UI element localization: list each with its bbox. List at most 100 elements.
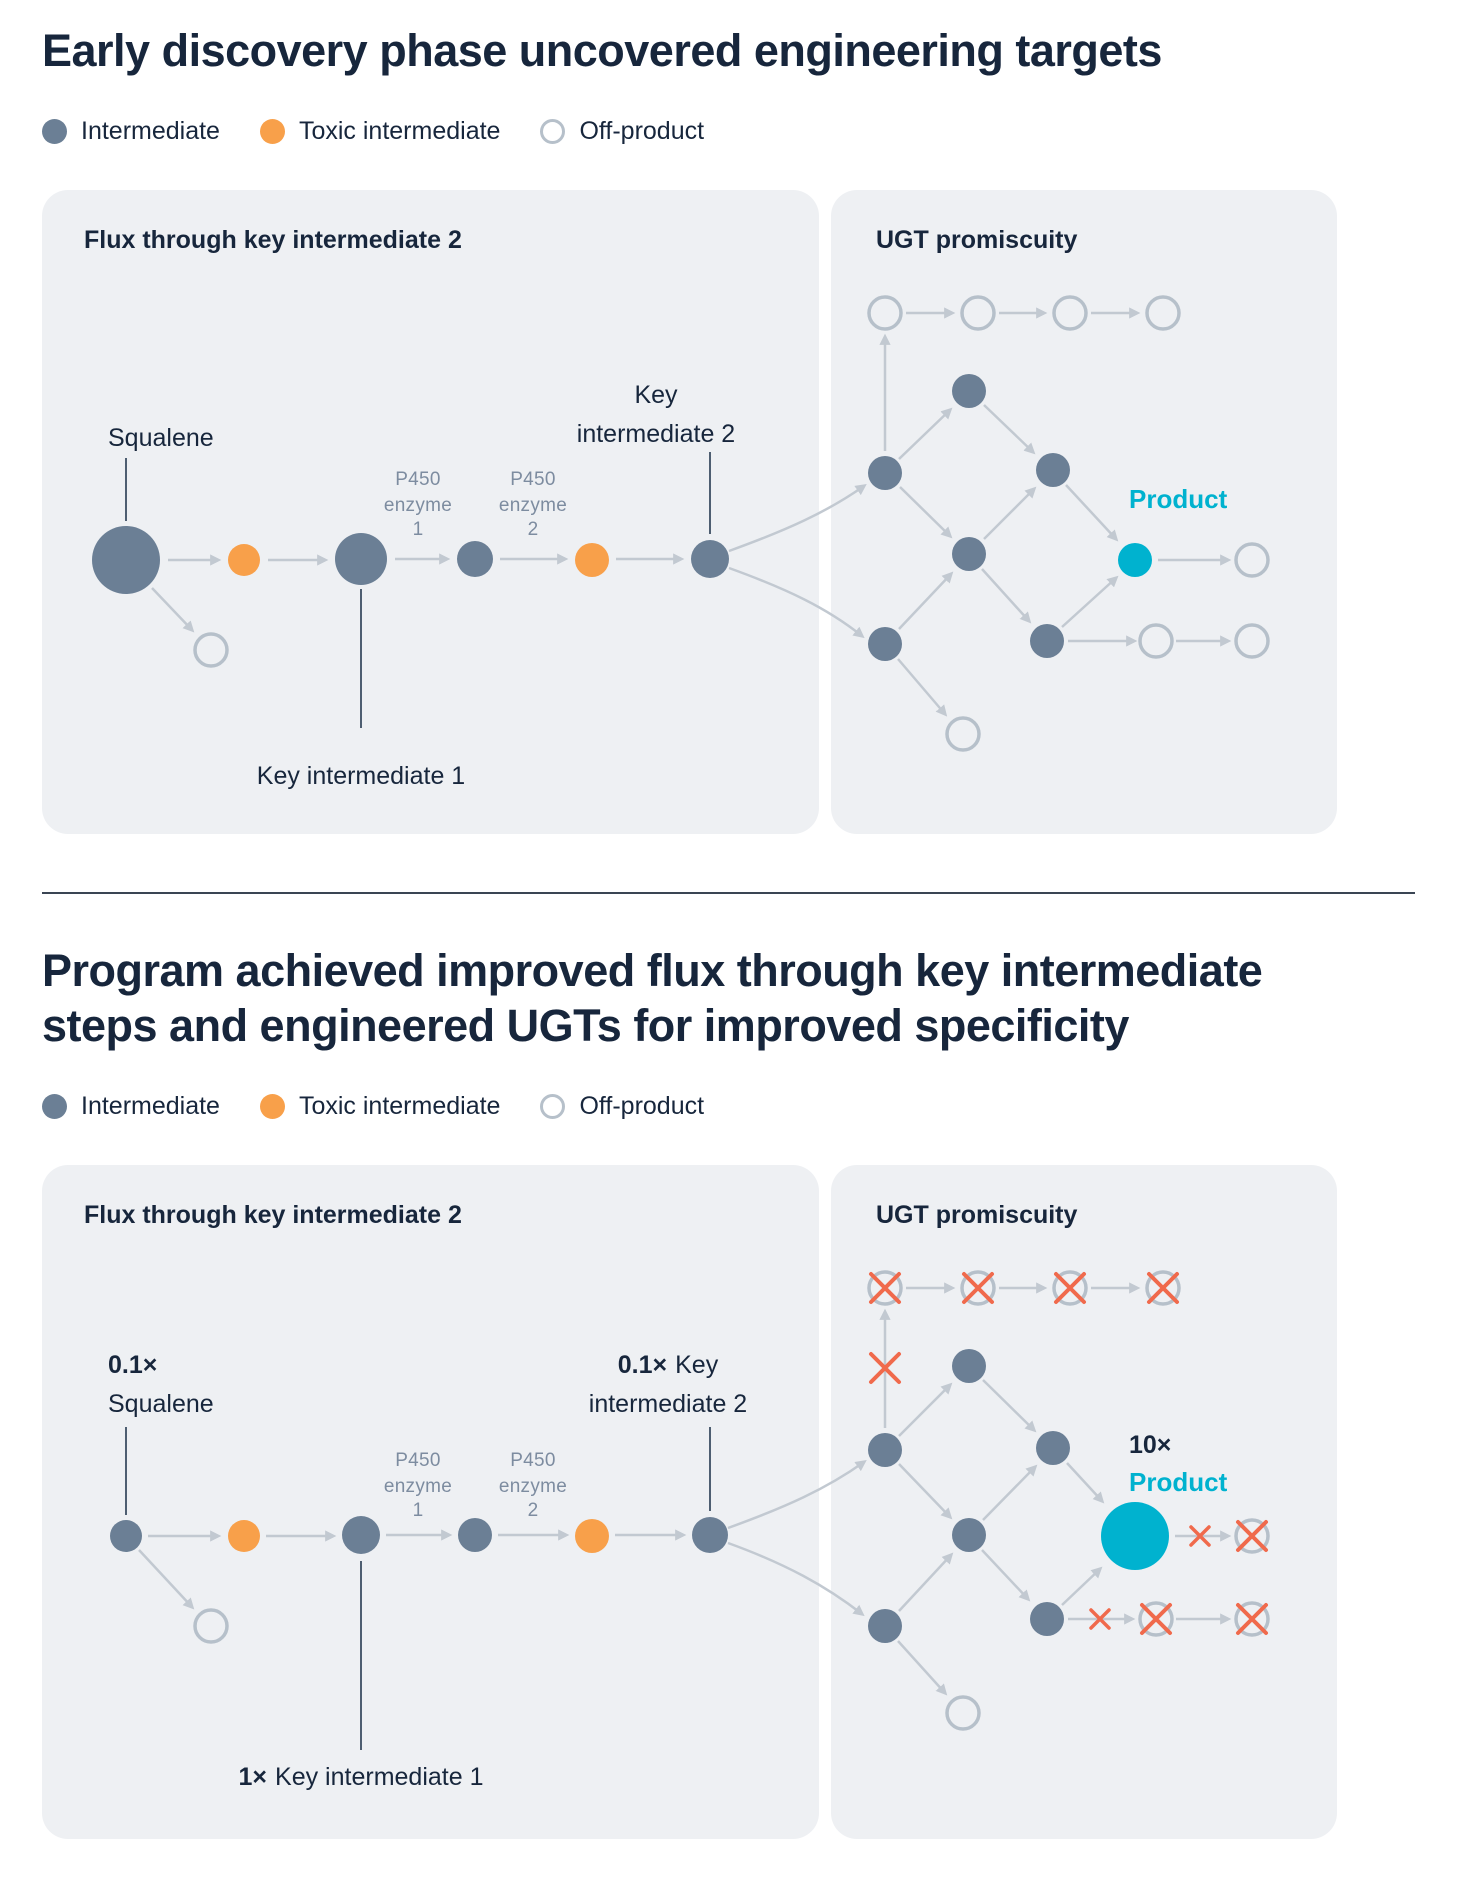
- ugt-intermediate-node: [952, 536, 986, 571]
- off-product-node: [945, 1694, 981, 1731]
- legend-label-intermediate: Intermediate: [81, 1091, 220, 1120]
- off-product-node: [193, 1607, 229, 1644]
- ugt-intermediate-node: [868, 1608, 902, 1643]
- key-intermediate-1-node: [342, 1515, 380, 1554]
- legend-item-off-product: Off-product: [540, 117, 704, 146]
- section2-title-line1: Program achieved improved flux through k…: [42, 944, 1263, 996]
- ugt-panel-title: UGT promiscuity: [876, 226, 1078, 254]
- section-divider: [42, 891, 1415, 894]
- p450-enzyme-2-label-l2: enzyme: [499, 1476, 567, 1497]
- key-intermediate-2-node: [692, 1516, 728, 1553]
- off-product-node: [1145, 295, 1181, 331]
- key-intermediate-1-label: Key intermediate 1: [257, 762, 465, 790]
- flux-arrows: [138, 1459, 867, 1616]
- legend-label-off-product: Off-product: [579, 116, 705, 145]
- toxic-intermediate-1-node: [228, 1519, 260, 1552]
- squalene-node: [92, 525, 160, 594]
- squalene-node: [110, 1519, 142, 1552]
- legend-label-toxic: Toxic intermediate: [298, 116, 501, 145]
- squalene-label: Squalene: [108, 1390, 214, 1418]
- ugt-intermediate-node: [1030, 1601, 1064, 1636]
- ugt-intermediate-node: [1036, 1430, 1070, 1465]
- section2-title: Program achieved improved flux through k…: [42, 944, 1402, 1054]
- key-intermediate-1-label: 1× Key intermediate 1: [239, 1763, 484, 1791]
- off-product-ring-icon: [540, 118, 566, 144]
- p450-enzyme-2-label-l1: P450: [510, 1450, 556, 1471]
- ugt-intermediate-node: [952, 1517, 986, 1552]
- off-product-node: [1052, 295, 1088, 331]
- off-product-node: [945, 716, 981, 752]
- discovery-diagram: Flux through key intermediate 2 UGT prom…: [42, 189, 1337, 834]
- squalene-label: Squalene: [108, 424, 214, 452]
- legend-item-intermediate: Intermediate: [42, 117, 220, 146]
- intermediate-dot-icon: [42, 118, 67, 144]
- off-product-node: [1138, 623, 1174, 659]
- section-discovery: Early discovery phase uncovered engineer…: [42, 24, 1415, 834]
- flux-panel-title: Flux through key intermediate 2: [84, 226, 462, 254]
- key-intermediate-2-label-l1: 0.1× Key: [618, 1351, 719, 1379]
- ugt-intermediate-node: [1036, 452, 1070, 487]
- p450-enzyme-2-label-l3: 2: [528, 519, 539, 540]
- product-multiplier: 10×: [1129, 1431, 1171, 1459]
- ugt-intermediate-node: [952, 373, 986, 408]
- off-product-node: [1234, 542, 1270, 578]
- p450-enzyme-2-label-l2: enzyme: [499, 495, 567, 516]
- toxic-dot-icon: [259, 118, 285, 144]
- program-diagram: Flux through key intermediate 2 UGT prom…: [42, 1164, 1337, 1839]
- intermediate-node: [458, 1517, 492, 1552]
- ugt-intermediate-node: [868, 1432, 902, 1467]
- p450-enzyme-1-label-l1: P450: [395, 1450, 441, 1471]
- product-node: [1101, 1501, 1169, 1570]
- key-intermediate-2-label-l1: Key: [634, 381, 678, 409]
- legend-item-toxic: Toxic intermediate: [259, 116, 501, 146]
- off-product-node: [960, 295, 996, 331]
- legend-2: Intermediate Toxic intermediate Off-prod…: [42, 1092, 1415, 1121]
- ugt-intermediate-node: [952, 1348, 986, 1383]
- ugt-intermediate-node: [868, 626, 902, 661]
- p450-enzyme-1-label-l3: 1: [413, 519, 424, 540]
- legend-label-toxic: Toxic intermediate: [298, 1091, 501, 1120]
- legend-item-off-product: Off-product: [540, 1092, 704, 1121]
- squalene-multiplier: 0.1×: [108, 1351, 157, 1379]
- p450-enzyme-2-label-l1: P450: [510, 469, 556, 490]
- off-product-node: [1234, 623, 1270, 659]
- toxic-intermediate-1-node: [228, 543, 260, 576]
- legend-label-off-product: Off-product: [579, 1091, 705, 1120]
- flux-arrows: [151, 483, 867, 638]
- intermediate-dot-icon: [42, 1093, 67, 1119]
- key-intermediate-2-label-l2: intermediate 2: [577, 420, 735, 448]
- key-intermediate-1-node: [335, 532, 387, 585]
- section-program: Program achieved improved flux through k…: [42, 944, 1415, 1839]
- legend-item-toxic: Toxic intermediate: [259, 1091, 501, 1121]
- ugt-panel-title: UGT promiscuity: [876, 1201, 1078, 1229]
- off-product-node: [193, 632, 229, 668]
- legend-item-intermediate: Intermediate: [42, 1092, 220, 1121]
- p450-enzyme-1-label-l2: enzyme: [384, 1476, 452, 1497]
- product-label: Product: [1129, 484, 1228, 514]
- flux-panel-title: Flux through key intermediate 2: [84, 1201, 462, 1229]
- toxic-dot-icon: [259, 1093, 285, 1119]
- p450-enzyme-1-label-l2: enzyme: [384, 495, 452, 516]
- flux-panel-bg: [42, 1164, 819, 1839]
- p450-enzyme-2-label-l3: 2: [528, 1500, 539, 1521]
- product-label: Product: [1129, 1467, 1228, 1497]
- ugt-arrows: [879, 307, 1232, 717]
- off-product-node: [867, 295, 903, 331]
- key-intermediate-2-label-l2: intermediate 2: [589, 1390, 747, 1418]
- toxic-intermediate-2-node: [575, 542, 609, 577]
- ugt-intermediate-node: [868, 455, 902, 490]
- p450-enzyme-1-label-l1: P450: [395, 469, 441, 490]
- p450-enzyme-1-label-l3: 1: [413, 1500, 424, 1521]
- key-intermediate-2-node: [691, 539, 729, 578]
- flux-panel-bg: [42, 189, 819, 834]
- ugt-intermediate-node: [1030, 623, 1064, 658]
- legend-label-intermediate: Intermediate: [81, 116, 220, 145]
- toxic-intermediate-2-node: [575, 1518, 609, 1553]
- intermediate-node: [457, 540, 493, 577]
- ugt-panel-bg: [831, 189, 1337, 834]
- legend-1: Intermediate Toxic intermediate Off-prod…: [42, 117, 1415, 146]
- product-node: [1118, 542, 1152, 577]
- section2-title-line2: steps and engineered UGTs for improved s…: [42, 999, 1129, 1051]
- ugt-panel-bg: [831, 1164, 1337, 1839]
